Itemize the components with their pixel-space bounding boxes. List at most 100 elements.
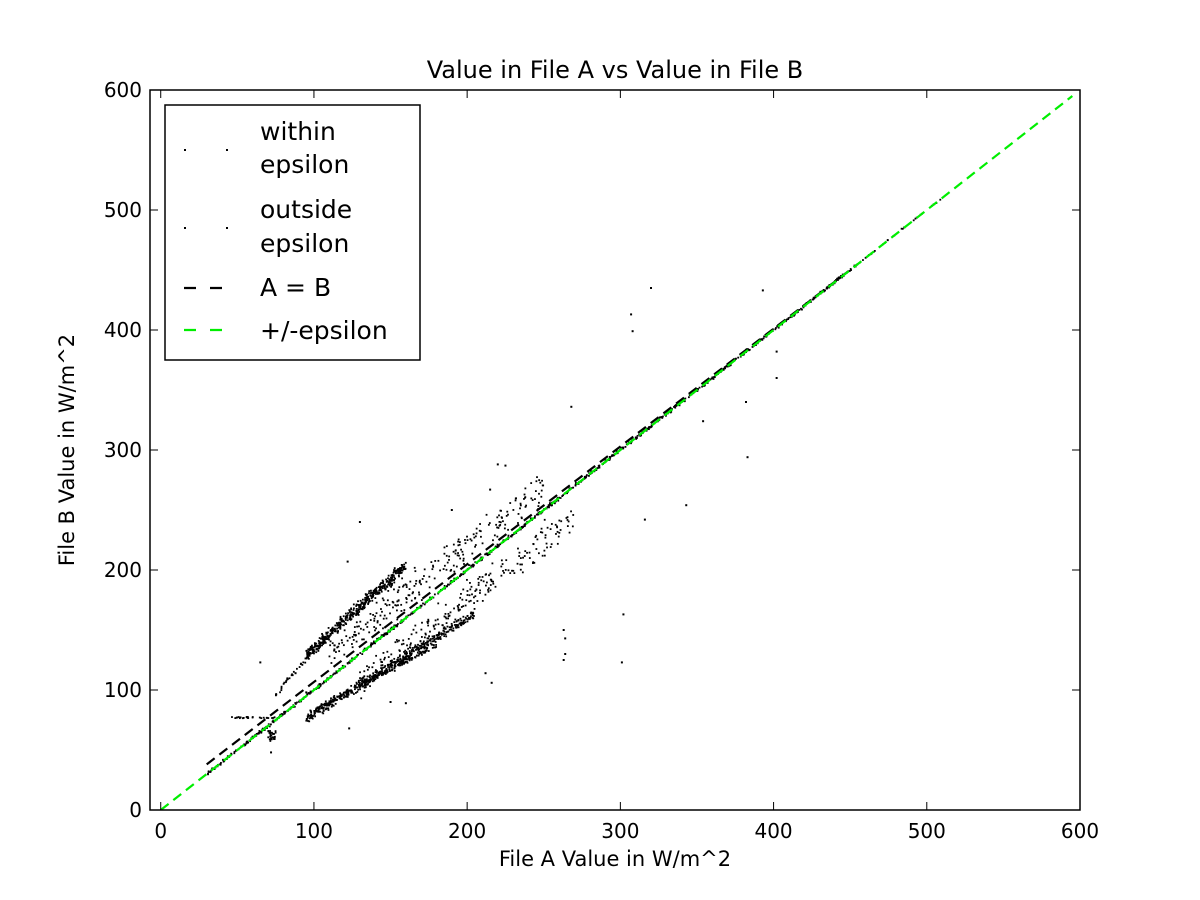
data-point <box>584 476 587 479</box>
data-point <box>366 599 369 602</box>
data-point <box>343 653 346 656</box>
data-point <box>324 700 327 703</box>
data-point <box>566 519 569 521</box>
data-point <box>359 599 362 602</box>
data-point <box>496 535 499 538</box>
data-point <box>443 630 446 633</box>
data-point <box>430 561 433 564</box>
data-point <box>507 569 510 572</box>
data-point <box>444 627 447 630</box>
data-point <box>263 729 266 731</box>
data-point <box>374 674 377 676</box>
data-point <box>361 598 364 601</box>
data-point <box>452 627 455 630</box>
data-point <box>366 668 369 671</box>
data-point <box>429 596 431 599</box>
data-point <box>433 627 436 630</box>
data-point <box>423 642 425 645</box>
data-point <box>471 614 474 617</box>
data-point <box>332 704 335 707</box>
data-point <box>331 700 334 703</box>
data-point <box>481 542 484 545</box>
data-point <box>346 696 349 698</box>
data-point <box>459 608 461 611</box>
data-point <box>385 604 388 607</box>
data-point <box>399 567 401 570</box>
legend-marker <box>226 227 228 229</box>
legend-label: epsilon <box>260 229 349 258</box>
data-point <box>496 463 499 466</box>
legend-marker <box>226 149 228 151</box>
data-point <box>423 650 426 653</box>
data-point <box>371 591 374 594</box>
data-point <box>476 600 479 602</box>
data-point <box>420 604 423 607</box>
data-point <box>435 637 438 640</box>
data-point <box>404 702 407 705</box>
x-tick-label: 0 <box>154 819 167 843</box>
data-point <box>330 699 332 702</box>
data-point <box>296 701 298 704</box>
data-point <box>340 618 343 620</box>
data-point <box>418 581 421 584</box>
data-point <box>391 600 394 603</box>
data-point <box>358 683 360 686</box>
data-point <box>353 686 356 688</box>
data-point <box>368 679 371 682</box>
data-point <box>331 629 334 632</box>
data-point <box>375 591 377 594</box>
data-point <box>334 672 337 675</box>
data-point <box>331 704 334 707</box>
x-tick-label: 600 <box>1061 819 1099 843</box>
data-point <box>246 716 249 719</box>
data-point <box>309 691 312 694</box>
data-point <box>556 526 559 529</box>
data-point <box>429 630 431 633</box>
data-point <box>447 583 449 586</box>
data-point <box>362 685 364 688</box>
data-point <box>443 552 446 555</box>
data-point <box>433 636 436 639</box>
data-point <box>465 617 468 620</box>
data-point <box>400 564 403 566</box>
data-point <box>392 571 395 574</box>
data-point <box>513 572 516 575</box>
data-point <box>393 670 396 672</box>
data-point <box>399 657 402 660</box>
data-point <box>361 638 364 641</box>
x-tick-label: 300 <box>601 819 639 843</box>
data-point <box>420 599 423 601</box>
data-point <box>347 693 349 695</box>
data-point <box>420 628 423 631</box>
data-point <box>357 688 360 691</box>
data-point <box>530 482 533 484</box>
data-point <box>350 618 353 620</box>
data-point <box>309 647 312 650</box>
data-point <box>475 532 478 535</box>
data-point <box>443 615 446 618</box>
data-point <box>358 606 360 608</box>
data-point <box>455 620 458 623</box>
data-point <box>281 713 283 716</box>
data-point <box>359 677 361 679</box>
data-point <box>335 622 338 624</box>
data-point <box>350 608 353 611</box>
data-point <box>435 644 438 646</box>
data-point <box>378 591 381 594</box>
data-point <box>570 405 573 408</box>
data-point <box>328 634 331 637</box>
data-point <box>268 725 271 728</box>
data-point <box>381 670 383 672</box>
data-point <box>408 650 411 652</box>
data-point <box>321 644 323 647</box>
data-point <box>373 617 376 620</box>
data-point <box>355 607 358 610</box>
data-point <box>455 624 458 626</box>
data-point <box>318 686 320 689</box>
data-point <box>659 416 661 419</box>
data-point <box>650 425 653 428</box>
data-point <box>516 562 519 565</box>
data-point <box>273 716 276 719</box>
data-point <box>403 651 405 653</box>
